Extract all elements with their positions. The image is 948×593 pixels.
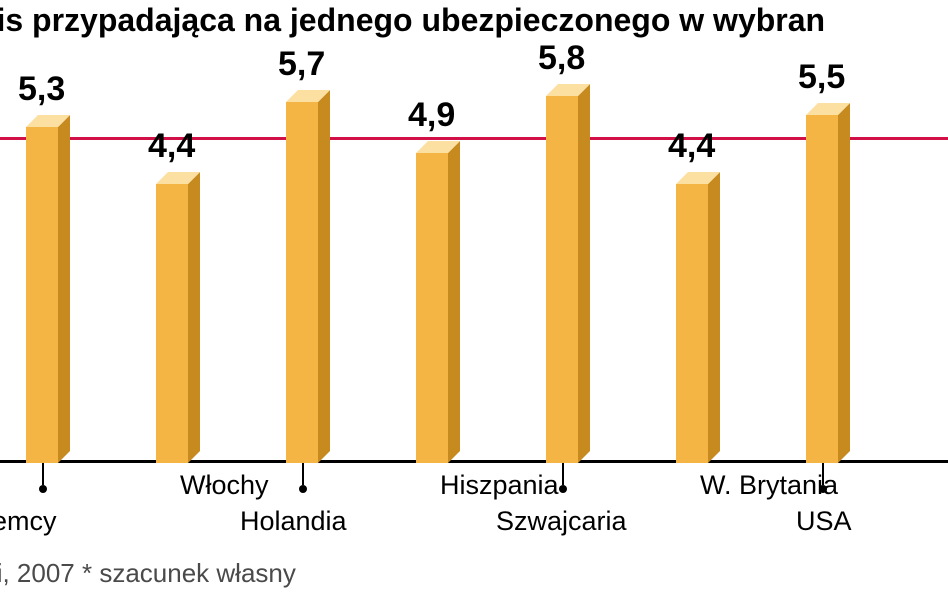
bar-value-label: 4,4 <box>668 127 715 166</box>
category-label: Holandia <box>240 506 347 537</box>
bar-side <box>708 172 720 463</box>
category-pin <box>822 463 824 485</box>
category-label: USA <box>796 506 852 537</box>
bar-front <box>806 115 838 463</box>
bar-value-label: 4,9 <box>408 96 455 135</box>
chart-footnote: nini, 2007 * szacunek własny <box>0 558 296 589</box>
category-pin <box>42 463 44 485</box>
category-label: iemcy <box>0 506 57 537</box>
bar-front <box>26 127 58 463</box>
bar-side <box>448 141 460 463</box>
category-label: Hiszpania <box>440 470 559 501</box>
category-pin <box>302 463 304 485</box>
bar-front <box>286 102 318 463</box>
bar-front <box>546 96 578 463</box>
category-label: Włochy <box>180 470 269 501</box>
bar-value-label: 5,8 <box>538 39 585 78</box>
bar-front <box>416 153 448 463</box>
bar-side <box>188 172 200 463</box>
bar-value-label: 5,5 <box>798 58 845 97</box>
bar-side <box>318 90 330 463</box>
bar-value-label: 4,4 <box>148 127 195 166</box>
bar-value-label: 5,7 <box>278 45 325 84</box>
bar-front <box>156 184 188 463</box>
category-label: Szwajcaria <box>496 506 627 537</box>
category-label: W. Brytania <box>700 470 838 501</box>
bar-value-label: 5,3 <box>18 70 65 109</box>
bar-side <box>838 103 850 463</box>
chart-title: olis przypadająca na jednego ubezpieczon… <box>0 2 825 39</box>
bar-side <box>578 84 590 463</box>
bar-side <box>58 115 70 463</box>
chart-plot-area: 5,34,45,74,95,84,45,5 <box>0 83 948 463</box>
category-pin <box>562 463 564 485</box>
bar-front <box>676 184 708 463</box>
